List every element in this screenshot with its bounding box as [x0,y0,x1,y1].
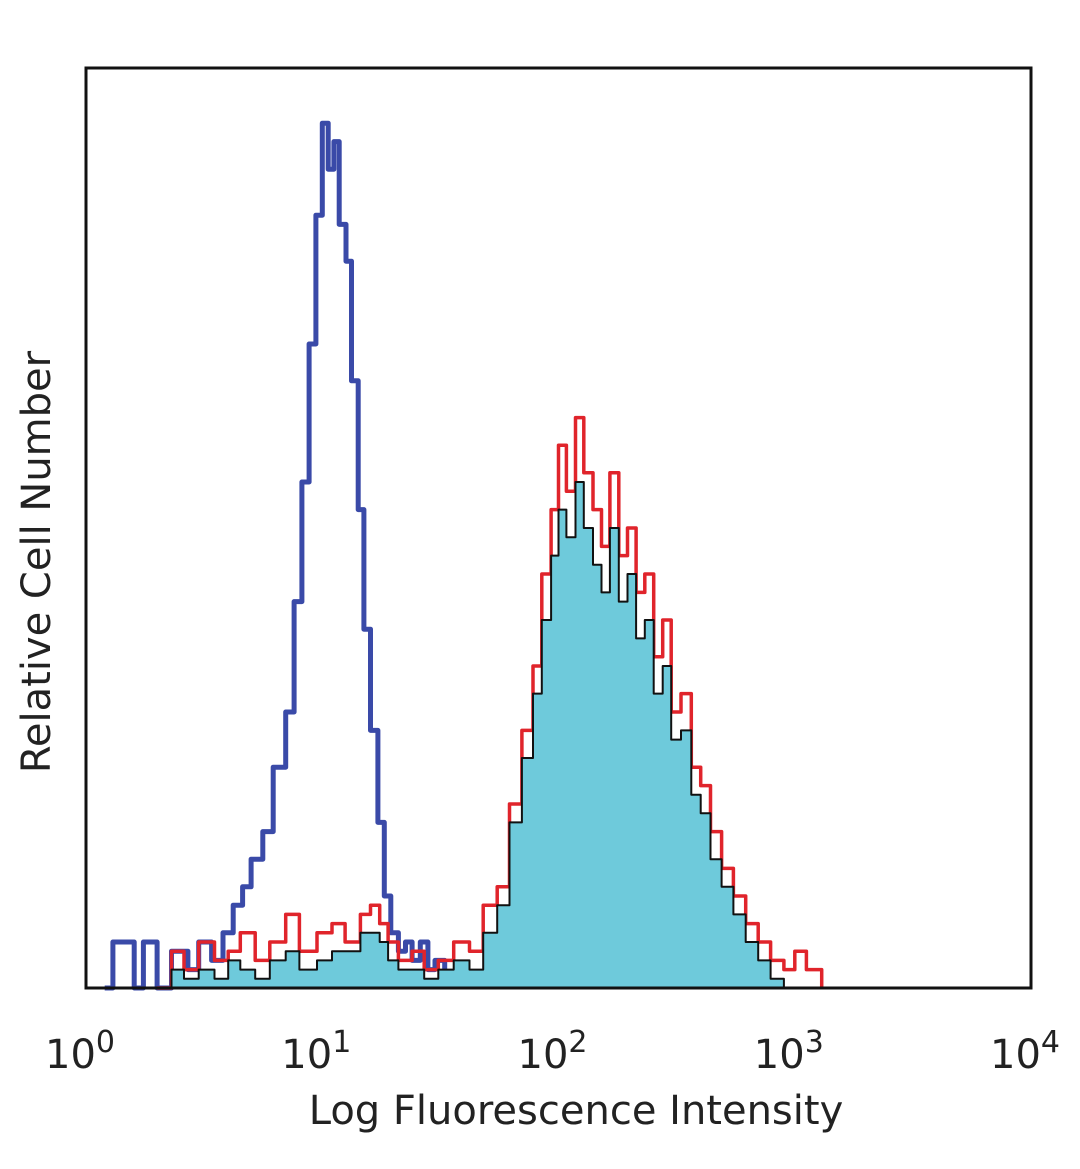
y-axis-label: Relative Cell Number [14,350,60,773]
x-tick-label: 103 [754,1025,824,1078]
x-tick-label: 102 [518,1025,588,1078]
x-tick-label: 104 [990,1025,1060,1078]
x-axis-label: Log Fluorescence Intensity [309,1088,844,1134]
plot-area [104,120,824,991]
x-axis-ticks: 100 101 102 103 104 [45,1025,1060,1078]
plot-frame [84,66,1033,990]
histogram-series-stained-sample-2 [156,481,785,989]
histogram-series-isotype-control [104,120,448,991]
x-tick-label: 100 [45,1025,115,1078]
x-tick-label: 101 [281,1025,351,1078]
